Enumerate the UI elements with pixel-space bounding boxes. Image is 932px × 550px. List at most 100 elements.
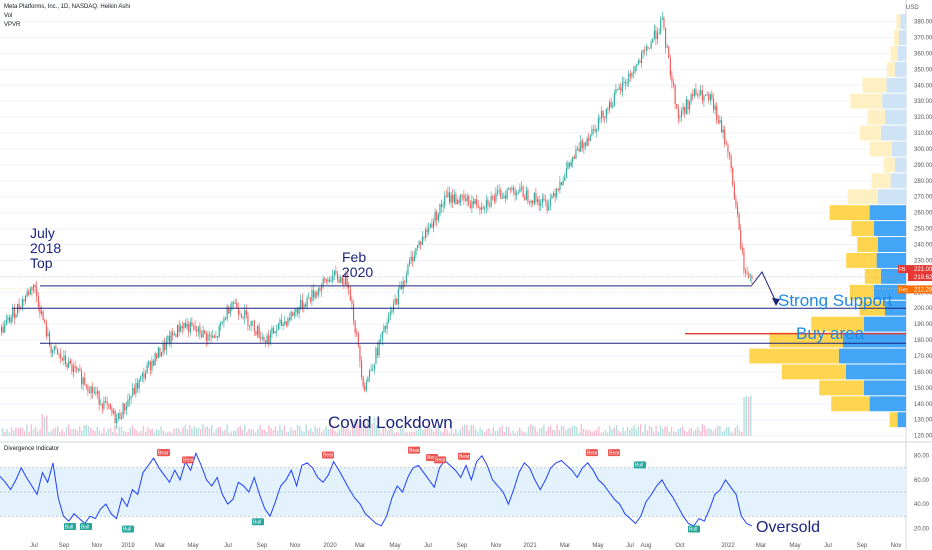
candle-body <box>63 355 65 361</box>
candle-body <box>308 297 310 299</box>
candle-body <box>549 198 551 206</box>
volume-bar <box>618 430 620 436</box>
candle-body <box>146 364 148 374</box>
candle-body <box>497 190 499 193</box>
candle-body <box>191 322 193 327</box>
candle-body <box>561 181 563 185</box>
volume-bar <box>279 425 281 436</box>
candle-body <box>412 256 414 262</box>
volume-bar <box>558 430 560 436</box>
candle-body <box>401 285 403 290</box>
candle-body <box>234 303 236 304</box>
volume-bar <box>657 431 659 436</box>
volume-bar <box>472 425 475 436</box>
volume-bar <box>668 431 670 436</box>
candle-body <box>415 247 417 256</box>
oscillator-tick-label: 20.00 <box>914 526 930 532</box>
vp-buy-bar <box>864 380 906 396</box>
candle-body <box>36 287 38 297</box>
volume-bar <box>156 428 158 436</box>
candle-body <box>492 196 494 197</box>
candle-body <box>521 186 523 188</box>
candle-body <box>161 352 163 357</box>
vp-sell-bar <box>847 189 878 205</box>
candle-body <box>300 299 302 309</box>
candle-body <box>474 199 476 205</box>
volume-bar <box>145 431 147 436</box>
candle-body <box>345 274 347 285</box>
volume-bar <box>574 425 576 436</box>
candle-body <box>303 304 305 309</box>
candle-body <box>103 401 105 409</box>
candle-body <box>431 223 433 228</box>
volume-bar <box>70 429 72 436</box>
vp-buy-bar <box>897 45 906 61</box>
candle-body <box>433 221 435 228</box>
volume-bar <box>499 427 501 436</box>
volume-bar <box>455 429 457 436</box>
volume-bar <box>516 430 519 436</box>
candle-body <box>290 312 292 320</box>
candle-body <box>397 289 399 305</box>
candle-body <box>620 87 622 92</box>
candle-body <box>714 105 716 110</box>
volume-bar <box>648 425 651 436</box>
candle-body <box>575 149 577 159</box>
candle-body <box>124 403 126 411</box>
candle-body <box>569 162 571 167</box>
volume-bar <box>164 432 167 436</box>
candle-body <box>73 366 75 372</box>
candle-body <box>655 30 657 40</box>
candle-body <box>113 410 115 414</box>
candle-body <box>665 27 667 48</box>
price-tick-label: 310.00 <box>914 131 932 137</box>
candle-body <box>693 89 695 97</box>
volume-bar <box>457 432 459 436</box>
candle-body <box>170 332 172 344</box>
candle-body <box>489 205 491 207</box>
candle-body <box>577 148 579 150</box>
volume-bar <box>162 430 164 436</box>
vp-sell-bar <box>862 77 887 93</box>
volume-bar <box>710 429 712 436</box>
volume-bar <box>475 429 477 436</box>
volume-bar <box>43 417 46 436</box>
volume-bar <box>206 426 208 436</box>
candle-body <box>34 285 36 288</box>
volume-bar <box>437 425 439 436</box>
signal-label: Bear <box>158 450 169 456</box>
volume-bar <box>468 430 470 436</box>
vp-sell-bar <box>883 157 895 173</box>
candle-body <box>679 116 681 118</box>
candle-body <box>229 309 231 314</box>
candle-body <box>553 193 555 197</box>
price-label-value: 219.62 <box>914 275 932 281</box>
candle-body <box>148 361 150 365</box>
candle-body <box>132 387 134 397</box>
candle-body <box>460 194 462 203</box>
candle-body <box>21 299 23 309</box>
volume-bar <box>450 426 453 436</box>
vp-buy-bar <box>838 348 906 364</box>
volume-bar <box>316 428 318 436</box>
price-tick-label: 260.00 <box>914 211 932 217</box>
volume-bar <box>61 428 63 436</box>
candle-body <box>641 52 643 63</box>
volume-bar <box>109 427 112 436</box>
volume-bar <box>250 429 252 436</box>
candle-body <box>481 207 483 210</box>
candle-body <box>388 314 390 323</box>
candle-body <box>725 143 727 145</box>
candle-body <box>596 129 598 132</box>
candle-body <box>511 187 513 190</box>
volume-bar <box>527 426 530 436</box>
volume-bar <box>666 426 668 436</box>
volume-bar <box>730 431 732 436</box>
candle-body <box>341 277 343 284</box>
volume-bar <box>424 428 426 436</box>
candle-body <box>47 333 49 337</box>
vp-buy-bar <box>880 125 906 141</box>
candle-body <box>449 192 451 203</box>
candle-body <box>276 329 278 332</box>
volume-bar <box>204 427 206 436</box>
